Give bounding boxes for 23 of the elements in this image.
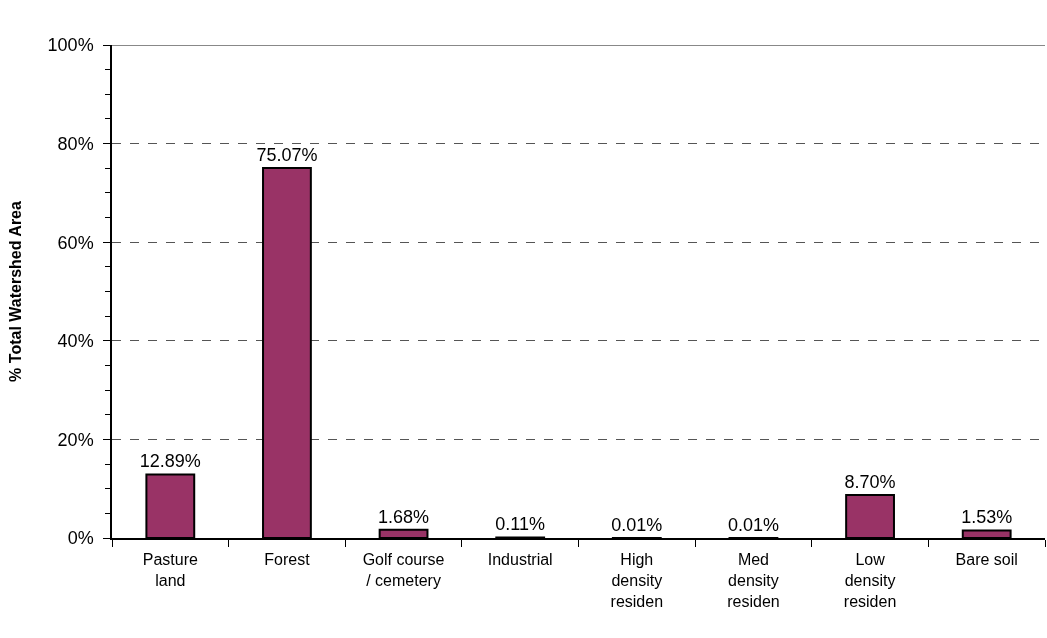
x-tick-label: Industrial (487, 550, 553, 568)
data-label: 1.53% (961, 507, 1013, 528)
x-tick-label: Pasture land (142, 550, 198, 589)
x-tick-label: Low density residen (843, 550, 897, 610)
x-tick-label: Forest (264, 550, 311, 568)
data-label: 8.70% (844, 472, 896, 493)
y-tick-label: 100% (47, 35, 94, 56)
y-axis-title: % Total Watershed Area (7, 201, 24, 382)
y-tick-label: 40% (57, 331, 94, 352)
data-label: 0.11% (495, 514, 546, 535)
y-tick-label: 0% (67, 528, 94, 549)
y-tick-label: 20% (57, 429, 94, 450)
data-label: 1.68% (378, 506, 430, 527)
data-label: 0.01% (611, 514, 663, 535)
x-tick-label: Golf course / cemetery (362, 550, 445, 589)
data-label: 0.01% (727, 514, 779, 535)
data-label: 75.07% (256, 144, 318, 165)
y-tick-label: 80% (57, 133, 94, 154)
data-label: 12.89% (139, 451, 201, 472)
y-tick-label: 60% (57, 232, 94, 253)
x-tick-label: High density residen (610, 550, 664, 610)
x-tick-label: Med density residen (727, 550, 780, 610)
x-tick-label: Bare soil (955, 550, 1018, 568)
